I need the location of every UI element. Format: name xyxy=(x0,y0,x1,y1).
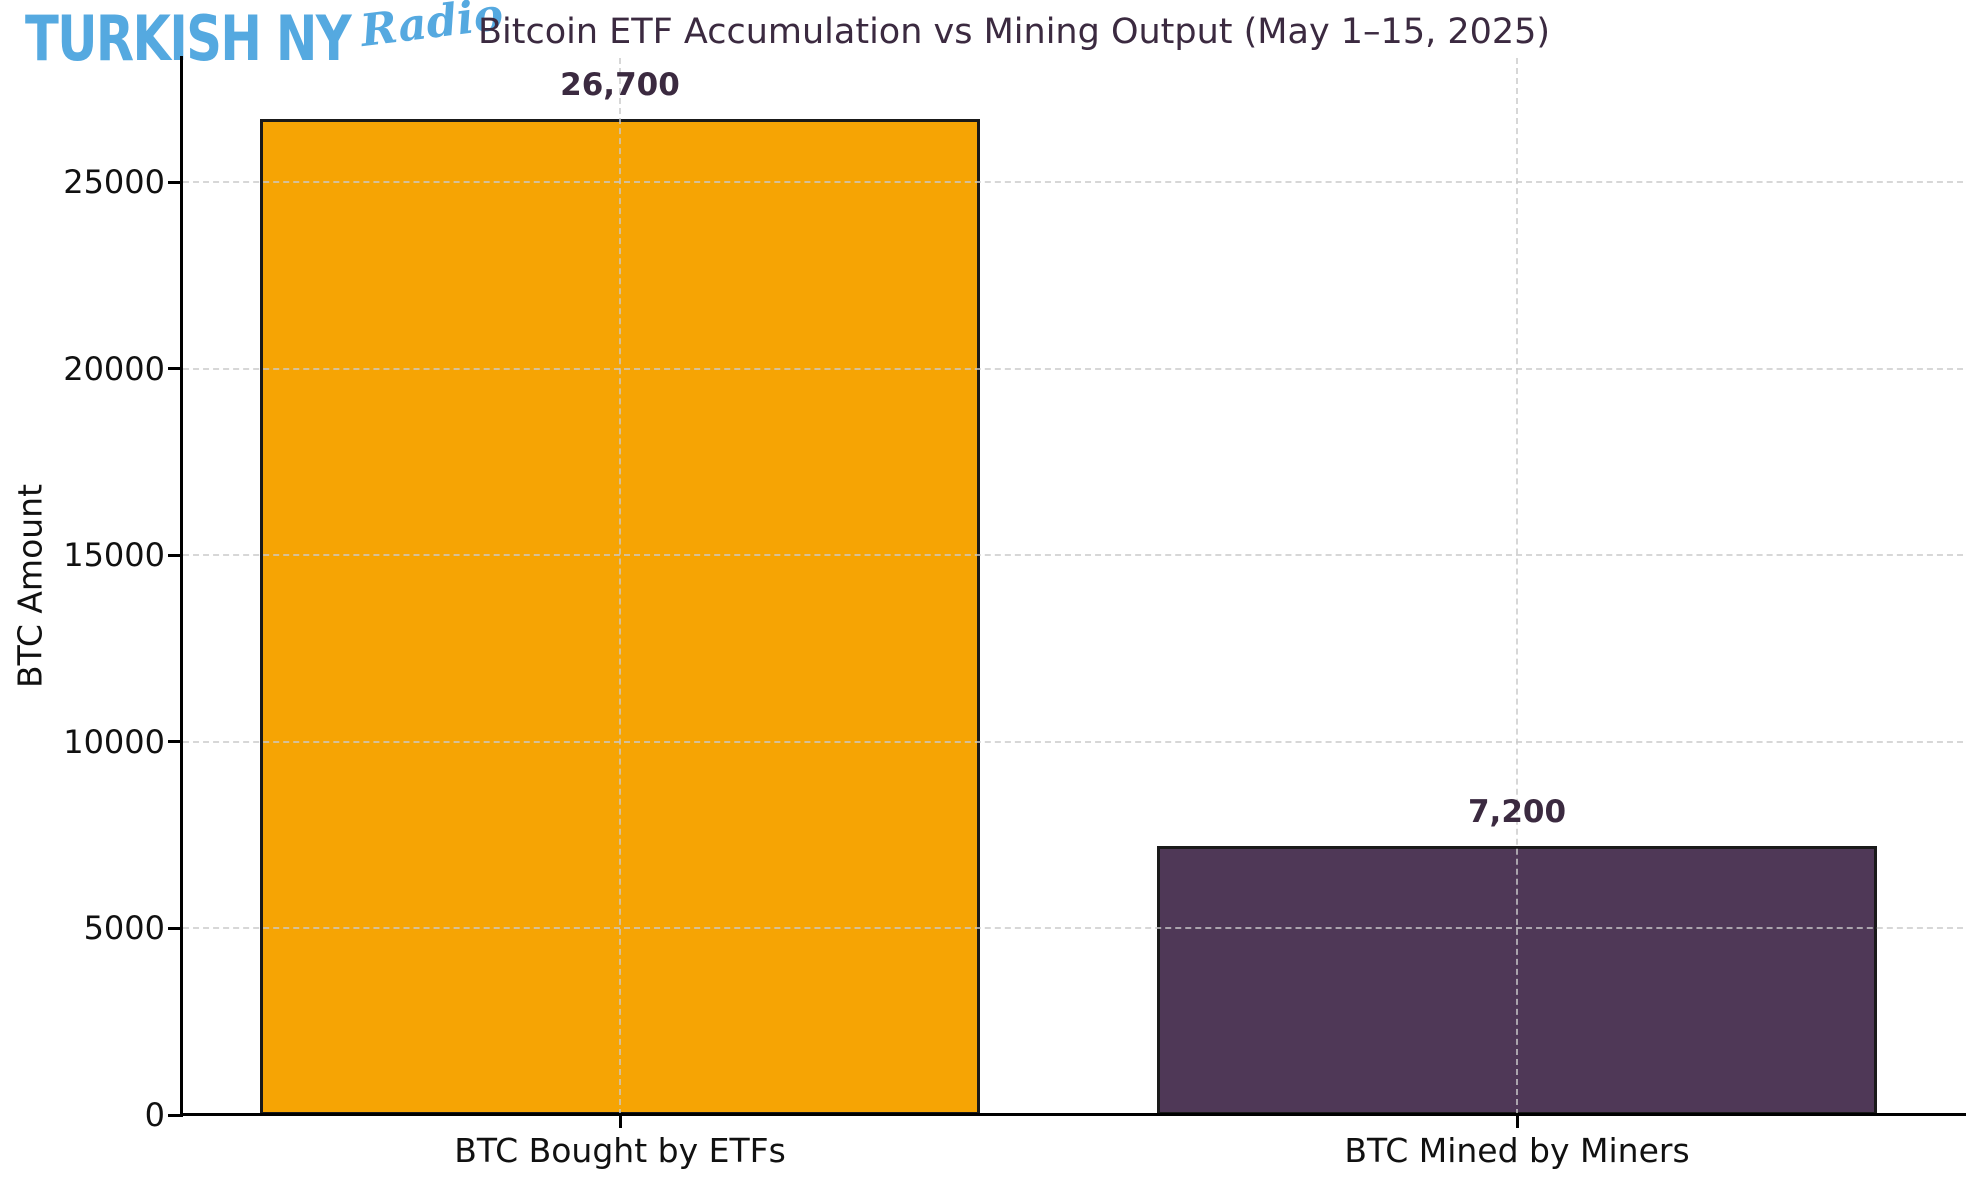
v-grid-line xyxy=(619,58,621,1115)
y-tick-label: 10000 xyxy=(63,722,165,761)
h-grid-line xyxy=(183,181,1963,183)
y-axis-label: BTC Amount xyxy=(10,483,50,689)
y-tick-mark xyxy=(168,926,183,930)
x-tick-label: BTC Mined by Miners xyxy=(1344,1131,1690,1170)
y-tick-mark xyxy=(168,180,183,184)
h-grid-line xyxy=(183,740,1963,743)
y-tick-label: 15000 xyxy=(63,536,165,575)
x-tick-label: BTC Bought by ETFs xyxy=(454,1131,786,1170)
y-tick-mark xyxy=(168,553,183,557)
h-grid-line xyxy=(183,367,1963,370)
h-grid-line xyxy=(183,554,1963,557)
brand-logo-text: TURKISH NY xyxy=(25,2,352,75)
h-grid-line xyxy=(183,927,1963,930)
y-tick-mark xyxy=(168,367,183,371)
y-tick-label: 0 xyxy=(144,1096,165,1134)
y-tick-label: 25000 xyxy=(63,163,165,201)
bar-value-label: 26,700 xyxy=(560,66,680,103)
v-grid-line xyxy=(1516,58,1518,1115)
y-tick-mark xyxy=(168,740,183,744)
x-tick-mark xyxy=(1515,1115,1519,1128)
y-tick-mark xyxy=(168,1113,183,1117)
y-axis-spine xyxy=(180,56,183,1116)
x-tick-mark xyxy=(618,1115,622,1128)
y-tick-label: 20000 xyxy=(63,349,165,388)
chart-title: Bitcoin ETF Accumulation vs Mining Outpu… xyxy=(478,12,1551,52)
bar-value-label: 7,200 xyxy=(1467,794,1567,831)
y-tick-label: 5000 xyxy=(83,909,165,948)
x-axis-spine xyxy=(180,1113,1966,1116)
